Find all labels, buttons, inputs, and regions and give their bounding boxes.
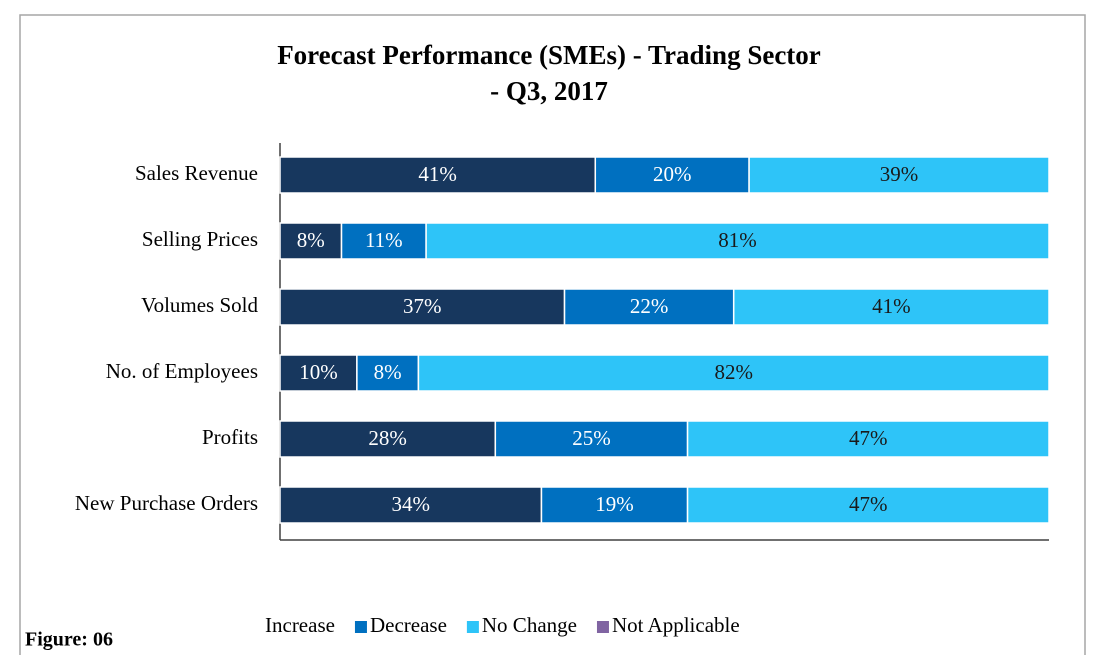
bar-segment [279,354,358,392]
figure-caption: Figure: 06 [25,629,113,651]
bar-segment [563,288,735,326]
y-tick-label: New Purchase Orders [75,491,258,515]
y-tick-label: No. of Employees [106,359,258,383]
legend-label: No Change [482,613,577,637]
data-label: 22% [630,294,669,318]
data-label: 47% [849,426,888,450]
data-label: 81% [718,228,757,252]
bar-segment [748,156,1050,194]
data-label: 41% [418,162,457,186]
data-label: 8% [297,228,325,252]
legend-label: Decrease [370,613,447,637]
data-label: 39% [880,162,919,186]
bar-segment [417,354,1050,392]
bar-segment [425,222,1050,260]
chart-title: - Q3, 2017 [490,76,608,106]
bar-segment [356,354,420,392]
legend-marker [596,621,609,633]
bar-segment [686,486,1050,524]
data-label: 37% [403,294,442,318]
data-label: 34% [391,492,430,516]
data-label: 20% [653,162,692,186]
legend-label: Not Applicable [612,613,740,637]
data-label: 47% [849,492,888,516]
bar-segment [540,486,689,524]
bar-segment [732,288,1050,326]
bar-segment [494,420,689,458]
chart-title: Forecast Performance (SMEs) - Trading Se… [277,40,821,70]
data-label: 19% [595,492,634,516]
bar-segment [279,486,543,524]
bar-segment [279,288,566,326]
legend-marker [466,621,479,633]
legend-marker [354,621,367,633]
bar-segment [594,156,750,194]
legend-label: Increase [265,613,335,637]
data-label: 25% [572,426,611,450]
y-tick-label: Profits [202,425,258,449]
bar-segment [686,420,1050,458]
bar-segment [279,222,343,260]
y-tick-label: Sales Revenue [135,161,258,185]
data-label: 10% [299,360,338,384]
data-label: 82% [714,360,753,384]
data-label: 8% [374,360,402,384]
y-tick-label: Selling Prices [142,227,258,251]
chart-border [19,14,1086,655]
data-label: 11% [365,228,403,252]
data-label: 41% [872,294,911,318]
y-tick-label: Volumes Sold [141,293,258,317]
data-label: 28% [368,426,407,450]
